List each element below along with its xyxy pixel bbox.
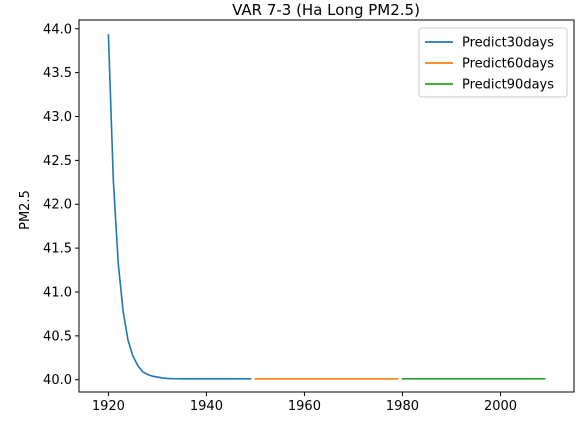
plot-area <box>107 34 546 380</box>
y-tick-label: 42.0 <box>43 198 72 213</box>
y-tick-label: 43.5 <box>43 66 72 81</box>
x-tick-label: 1980 <box>386 399 419 414</box>
y-tick-label: 44.0 <box>43 22 72 37</box>
x-tick-label: 2000 <box>484 399 517 414</box>
y-axis-label: PM2.5 <box>18 190 33 230</box>
x-tick-label: 1940 <box>190 399 223 414</box>
y-tick-label: 40.0 <box>43 373 72 388</box>
x-tick-label: 1960 <box>288 399 321 414</box>
y-tick-label: 43.0 <box>43 110 72 125</box>
legend-label: Predict90days <box>462 78 554 93</box>
axes: 1920 1940 1960 1980 2000 40.0 40.5 41.0 41.5 42.0… <box>43 19 575 414</box>
legend: Predict30days Predict60days Predict90days <box>418 27 568 98</box>
legend-label: Predict60days <box>462 57 554 72</box>
legend-box <box>418 27 568 98</box>
x-tick-label: 1920 <box>92 399 125 414</box>
legend-label: Predict30days <box>462 36 554 51</box>
chart-title: VAR 7-3 (Ha Long PM2.5) <box>232 1 420 19</box>
y-tick-label: 41.0 <box>43 285 72 300</box>
y-tick-label: 42.5 <box>43 154 72 169</box>
y-tick-label: 40.5 <box>43 329 72 344</box>
y-tick-label: 41.5 <box>43 242 72 257</box>
series-line-1 <box>107 34 252 380</box>
axes-frame <box>78 19 575 393</box>
